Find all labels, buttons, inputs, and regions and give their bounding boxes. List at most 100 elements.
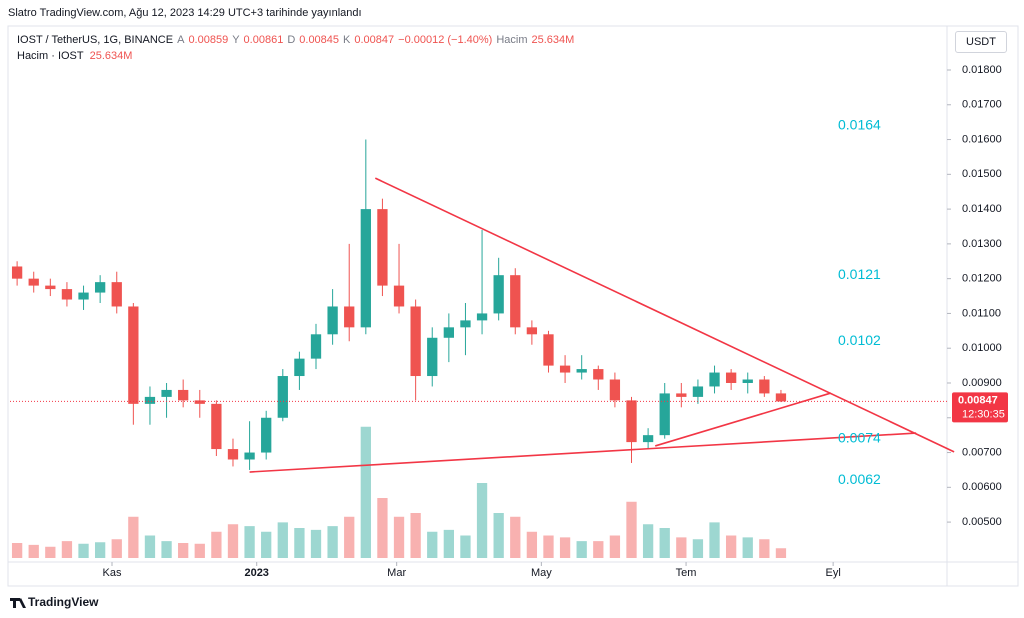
x-tick-label: Mar: [387, 567, 406, 579]
ohlc-value: 0.00861: [243, 34, 284, 46]
volume-bar: [775, 548, 787, 558]
candle-body: [94, 282, 106, 293]
volume-bar: [360, 426, 371, 558]
volume-bar: [493, 513, 504, 558]
volume-bar: [659, 528, 670, 558]
candle-body: [709, 372, 720, 387]
y-tick-label: 0.00500: [962, 516, 1002, 528]
candle-body: [277, 376, 288, 418]
candle-body: [128, 306, 139, 404]
volume-bar: [310, 529, 322, 558]
volume-bar: [61, 541, 73, 558]
candle-body: [360, 209, 371, 328]
ohlc-label: A: [177, 34, 185, 46]
candle-body: [410, 306, 421, 377]
candle-body: [725, 372, 737, 383]
tv-logo: [10, 598, 26, 608]
volume-bar: [211, 531, 222, 558]
footer-brand: TradingView: [28, 595, 99, 609]
level-label: 0.0121: [838, 266, 881, 282]
volume-bar: [576, 541, 587, 558]
candle-body: [443, 327, 454, 338]
candle-body: [742, 379, 753, 383]
ohlc-label: K: [343, 34, 351, 46]
candle-body: [178, 389, 189, 401]
candle-body: [526, 327, 538, 335]
volume-bar: [759, 539, 770, 558]
volume-bar: [277, 522, 288, 558]
candle-body: [45, 285, 56, 290]
volume-bar: [642, 524, 654, 558]
y-tick-label: 0.01700: [962, 99, 1002, 111]
volume-study-value: 25.634M: [89, 50, 133, 62]
symbol: IOST / TetherUS, 1G, BINANCE: [17, 34, 174, 46]
candle-body: [593, 369, 604, 380]
candle-body: [194, 400, 205, 404]
volume-bar: [78, 543, 89, 558]
y-tick-label: 0.01400: [962, 203, 1002, 215]
volume-bar: [11, 543, 23, 558]
y-tick-label: 0.00900: [962, 377, 1002, 389]
candle-body: [559, 365, 571, 373]
volume-bar: [609, 535, 621, 558]
candle-body: [78, 292, 89, 300]
ohlc-label: D: [287, 34, 296, 46]
volume-bar: [393, 516, 405, 558]
candle-body: [261, 417, 272, 453]
candle-body: [28, 278, 39, 286]
ohlc-value: 0.00859: [188, 34, 229, 46]
volume-bar: [244, 526, 255, 558]
candle-body: [161, 389, 172, 397]
y-tick-label: 0.00600: [962, 481, 1002, 493]
y-tick-label: 0.01100: [962, 307, 1001, 319]
volume-bar: [144, 535, 156, 558]
countdown: 12:30:35: [962, 408, 1005, 420]
candle-body: [327, 306, 338, 335]
candle-body: [244, 452, 255, 460]
level-label: 0.0164: [838, 116, 881, 132]
volume-bar: [344, 516, 355, 558]
volume-bar: [178, 543, 189, 558]
candle-body: [510, 275, 521, 328]
volume-study: Hacim · IOST: [17, 50, 84, 62]
volume-bar: [593, 541, 604, 558]
volume-bar: [626, 501, 637, 558]
candle-body: [144, 396, 156, 404]
x-tick-label: 2023: [244, 567, 268, 579]
volume-bar: [377, 498, 388, 558]
candle-body: [543, 334, 554, 366]
candle-body: [427, 337, 438, 377]
x-tick-label: Eyl: [825, 567, 840, 579]
legend: IOST / TetherUS, 1G, BINANCE A 0.00859 Y 0.0…: [17, 34, 574, 46]
candle-body: [759, 379, 770, 394]
volume-bar: [45, 546, 56, 558]
ohlc-label: Y: [232, 34, 240, 46]
volume-bar: [476, 483, 488, 558]
trend-line: [374, 177, 955, 453]
volume-bar: [128, 516, 139, 558]
candle-body: [393, 285, 405, 307]
candle-body: [576, 369, 587, 373]
currency-button[interactable]: USDT: [955, 31, 1007, 53]
candle-body: [692, 386, 704, 397]
candle-body: [775, 393, 787, 402]
last-price-box: [952, 392, 1008, 423]
volume-bar: [94, 542, 106, 558]
candle-body: [11, 266, 23, 279]
volume-bar: [543, 535, 554, 558]
candle-body: [377, 209, 388, 286]
trend-line: [654, 392, 831, 447]
volume-bar: [161, 541, 172, 558]
volume-bar: [443, 529, 454, 558]
candle-body: [676, 393, 687, 397]
y-tick-label: 0.01500: [962, 168, 1002, 180]
volume-bar: [327, 526, 338, 558]
volume-legend: Hacim · IOST 25.634M: [17, 50, 132, 62]
trend-line: [249, 432, 917, 473]
candle-body: [111, 282, 122, 307]
volume-bar: [294, 528, 305, 558]
y-tick-label: 0.01600: [962, 133, 1002, 145]
y-tick-label: 0.00700: [962, 446, 1002, 458]
